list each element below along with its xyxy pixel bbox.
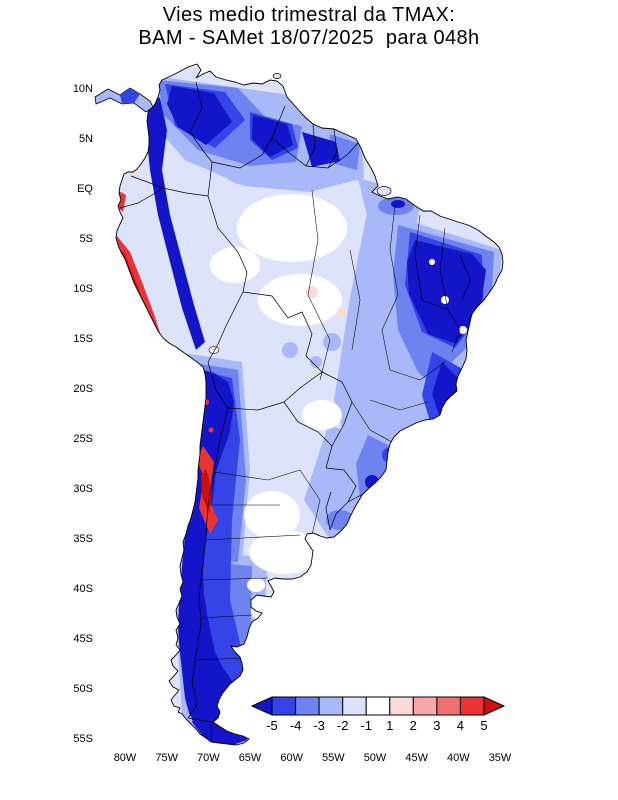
lat-tick-label: 35S	[73, 533, 93, 545]
shading-patch	[167, 86, 232, 145]
figure-title-line2: BAM - SAMet 18/07/2025 para 048h	[138, 27, 480, 49]
colorbar-tick-label: -4	[290, 718, 302, 733]
shading-patch	[310, 356, 322, 368]
lat-tick-label: 5N	[79, 133, 93, 145]
shading-patch	[302, 132, 340, 167]
lon-tick-label: 45W	[405, 752, 428, 764]
colorbar: -5 -4 -3 -2 -1 1 2 3 4 5	[250, 696, 506, 733]
colorbar-cell	[295, 696, 320, 716]
shading-patch	[210, 247, 260, 283]
trinidad-island	[272, 73, 282, 79]
colorbar-tick-label: 5	[480, 718, 487, 733]
colorbar-tick-label: -2	[337, 718, 349, 733]
shading-patch	[302, 400, 342, 430]
shading-patch	[441, 296, 449, 304]
panama-shading	[120, 88, 140, 104]
lake-titicaca	[208, 346, 220, 354]
shading-patch	[178, 368, 243, 742]
lat-tick-label: 30S	[73, 483, 93, 495]
shading-patch	[429, 259, 435, 265]
colorbar-tick-label: -3	[313, 718, 325, 733]
lat-tick-label: 50S	[73, 683, 93, 695]
lon-tick-label: 80W	[114, 752, 137, 764]
shading-patch	[129, 165, 139, 175]
shading-patch	[282, 342, 298, 358]
shading-patch	[391, 200, 405, 208]
shading-patch	[140, 94, 205, 350]
shading-patch	[345, 365, 359, 379]
lon-axis: 80W 75W 70W 65W 60W 55W 50W 45W 40W 35W	[114, 752, 512, 764]
shading-patch	[365, 475, 379, 489]
colorbar-cell	[412, 696, 438, 716]
lat-tick-label: 10N	[73, 83, 93, 95]
shading-patch	[258, 274, 342, 326]
colorbar-left-arrow	[250, 696, 273, 716]
shading-patch	[201, 468, 212, 514]
shading-patch	[224, 158, 280, 186]
country-borders	[119, 81, 366, 745]
colorbar-tick-label: 4	[457, 718, 464, 733]
south-america-map	[94, 63, 504, 746]
colorbar-cell	[365, 696, 391, 716]
shading-patch	[251, 603, 273, 621]
colorbar-cell	[436, 696, 461, 716]
lon-tick-label: 75W	[155, 752, 178, 764]
lat-tick-label: 25S	[73, 433, 93, 445]
lat-tick-label: 20S	[73, 383, 93, 395]
state-borders	[195, 189, 471, 661]
colorbar-cell	[342, 696, 367, 716]
lat-tick-label: 45S	[73, 633, 93, 645]
shading-patch	[337, 307, 347, 317]
lon-tick-label: 55W	[322, 752, 345, 764]
lon-tick-label: 70W	[197, 752, 220, 764]
lon-tick-label: 40W	[447, 752, 470, 764]
colorbar-cell	[459, 696, 485, 716]
lon-tick-label: 50W	[364, 752, 387, 764]
colorbar-tick-label: 3	[433, 718, 440, 733]
shading-patch	[237, 194, 347, 262]
lat-tick-label: 10S	[73, 283, 93, 295]
lon-tick-label: 60W	[280, 752, 303, 764]
lat-axis: 10N 5N EQ 5S 10S 15S 20S 25S 30S 35S 40S…	[73, 83, 94, 745]
shading-patch	[382, 447, 398, 463]
lat-tick-label: 5S	[80, 233, 93, 245]
coastline	[115, 63, 504, 746]
marajo-island	[376, 186, 392, 196]
colorbar-right-arrow	[483, 696, 506, 716]
shading-patch	[249, 530, 321, 574]
colorbar-tick-label: 2	[410, 718, 417, 733]
shading-patch	[376, 482, 384, 490]
colorbar-tick-label: -1	[360, 718, 372, 733]
lat-tick-label: 55S	[73, 733, 93, 745]
lat-tick-label: 15S	[73, 333, 93, 345]
shading-patch	[244, 491, 300, 539]
lon-tick-label: 65W	[239, 752, 262, 764]
lon-tick-label: 35W	[489, 752, 512, 764]
shading-patch	[407, 240, 486, 344]
shading-patch	[459, 326, 467, 334]
shading-patch	[323, 333, 341, 351]
shading-patch	[306, 286, 318, 298]
figure-title-line1: Vies medio trimestral da TMAX:	[162, 4, 456, 26]
lat-tick-label: EQ	[77, 183, 93, 195]
colorbar-cell	[271, 696, 297, 716]
colorbar-cell	[389, 696, 414, 716]
shading-patch	[326, 510, 354, 530]
shading-patch	[356, 435, 410, 508]
shading-patch	[247, 578, 265, 592]
colorbar-tick-label: -5	[266, 718, 278, 733]
shading-patch	[208, 427, 214, 433]
colorbar-cell	[318, 696, 344, 716]
colorbar-tick-label: 1	[386, 718, 393, 733]
lat-tick-label: 40S	[73, 583, 93, 595]
